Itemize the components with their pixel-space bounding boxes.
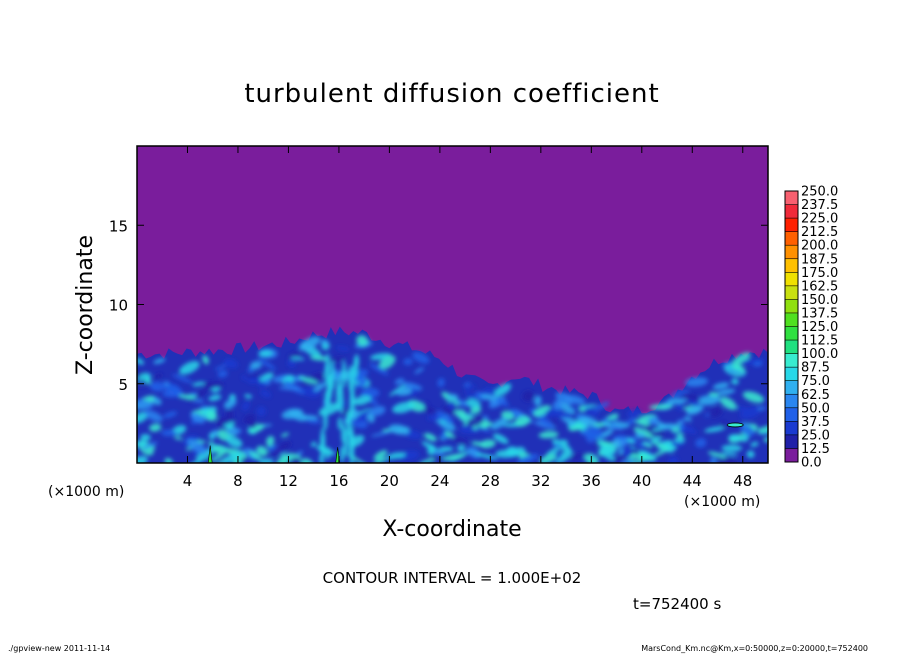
x-tick-label: 8 [233, 472, 243, 490]
colorbar-swatch [785, 421, 798, 436]
colorbar-swatch [785, 340, 798, 354]
y-axis-label: Z-coordinate [73, 235, 98, 375]
colorbar-label: 25.0 [801, 428, 830, 443]
x-tick-label: 4 [183, 472, 193, 490]
colorbar-swatch [785, 299, 798, 314]
footer-left: ./gpview-new 2011-11-14 [8, 644, 110, 653]
colorbar-swatch [785, 231, 798, 246]
colorbar-swatch [785, 245, 798, 260]
footer-right: MarsCond_Km.nc@Km,x=0:50000,z=0:20000,t=… [641, 644, 868, 653]
x-tick-label: 12 [279, 472, 298, 490]
colorbar-swatch [785, 434, 798, 449]
y-tick-label: 15 [109, 217, 128, 235]
y-tick-label: 5 [118, 376, 128, 394]
colorbar-swatch [785, 394, 798, 409]
colorbar-swatch [785, 448, 798, 463]
colorbar-label: 237.5 [801, 198, 838, 213]
x-tick-label: 44 [683, 472, 702, 490]
colorbar-label: 37.5 [801, 415, 830, 430]
colorbar-label: 0.0 [801, 456, 822, 471]
plot-area [136, 145, 769, 464]
colorbar-swatch [785, 326, 798, 341]
colorbar-swatch [785, 204, 798, 219]
colorbar-swatch [785, 407, 798, 422]
y-axis: 5 10 15 [109, 217, 768, 394]
colorbar-swatch [785, 367, 798, 381]
y-tick-label: 10 [109, 297, 128, 315]
colorbar-label: 125.0 [801, 320, 838, 335]
x-tick-label: 36 [582, 472, 601, 490]
high-value-feature [726, 422, 744, 428]
colorbar-swatch [785, 380, 798, 395]
x-tick-label: 32 [531, 472, 550, 490]
colorbar-swatch [785, 272, 798, 287]
colorbar-swatch [785, 258, 798, 273]
chart-title: turbulent diffusion coefficient [244, 79, 659, 109]
time-label: t=752400 s [633, 595, 721, 613]
x-tick-label: 20 [380, 472, 399, 490]
high-value-feature [207, 445, 213, 463]
colorbar-label: 200.0 [801, 239, 838, 254]
x-axis: 4 8 12 16 20 24 28 32 36 40 44 48 [183, 146, 752, 490]
colorbar-swatch [785, 191, 798, 205]
colorbar-label: 75.0 [801, 374, 830, 389]
colorbar-label: 112.5 [801, 334, 838, 349]
x-tick-label: 28 [481, 472, 500, 490]
colorbar-label: 62.5 [801, 388, 830, 403]
x-axis-label: X-coordinate [382, 517, 521, 542]
colorbar-swatch [785, 312, 798, 327]
colorbar-label: 137.5 [801, 306, 838, 321]
colorbar-label: 100.0 [801, 347, 838, 362]
colorbar-label: 12.5 [801, 442, 830, 457]
x-tick-label: 24 [430, 472, 449, 490]
colorbar-label: 175.0 [801, 266, 838, 281]
x-tick-label: 48 [733, 472, 752, 490]
colorbar-label: 162.5 [801, 279, 838, 294]
x-unit-right: (×1000 m) [684, 494, 760, 510]
x-unit-left: (×1000 m) [48, 484, 124, 500]
colorbar-label: 225.0 [801, 212, 838, 227]
colorbar-swatch [785, 285, 798, 300]
colorbar-label: 212.5 [801, 225, 838, 240]
colorbar-label: 87.5 [801, 361, 830, 376]
x-tick-label: 40 [632, 472, 651, 490]
contour-interval-label: CONTOUR INTERVAL = 1.000E+02 [323, 569, 582, 587]
colorbar-label: 50.0 [801, 401, 830, 416]
colorbar-label: 250.0 [801, 185, 838, 200]
colorbar-label: 187.5 [801, 252, 838, 267]
colorbar-label: 150.0 [801, 293, 838, 308]
colorbar: 0.012.525.037.550.062.575.087.5100.0112.… [784, 185, 838, 471]
x-tick-label: 16 [329, 472, 348, 490]
colorbar-swatch [785, 218, 798, 232]
colorbar-swatch [785, 353, 798, 368]
